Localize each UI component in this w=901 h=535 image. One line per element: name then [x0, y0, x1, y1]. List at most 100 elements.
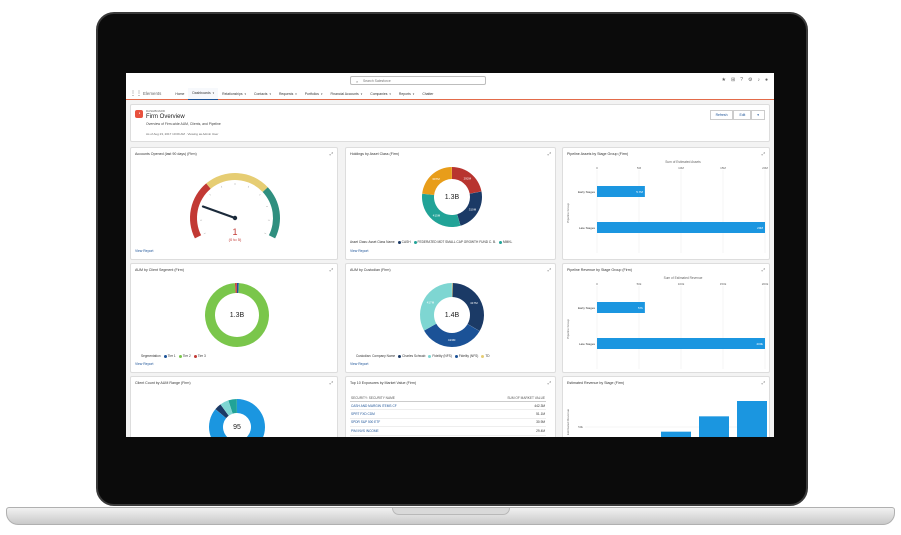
chevron-down-icon[interactable]: ▾ — [412, 91, 415, 96]
donut-slice[interactable] — [228, 399, 237, 414]
nav-tab-label: Reports — [398, 91, 411, 96]
search-icon: ⌕ — [356, 79, 359, 84]
view-report-link[interactable]: View Report — [135, 362, 154, 366]
column-header-security[interactable]: SECURITY: SECURITY NAME — [350, 394, 458, 402]
chevron-down-icon[interactable]: ▾ — [295, 91, 297, 96]
donut-slice[interactable] — [422, 193, 461, 227]
gear-icon[interactable]: ⚙ — [747, 77, 753, 83]
expand-icon[interactable]: ⤢ — [761, 151, 765, 156]
security-name-link[interactable]: CASH AND MARGIN ITEMS CF — [350, 401, 458, 411]
chevron-down-icon[interactable]: ▾ — [269, 91, 271, 96]
donut-slice[interactable] — [452, 283, 453, 298]
card-estimated-revenue: Estimated Revenue by Stage (Firm) ⤢ Esti… — [562, 376, 770, 437]
gauge-range: (0 to 5) — [229, 237, 242, 242]
nav-tab-chatter[interactable]: Chatter — [418, 88, 437, 100]
nav-tab-portfolios[interactable]: Portfolios ▾ — [301, 88, 327, 100]
expand-icon[interactable]: ⤢ — [329, 151, 333, 156]
expand-icon[interactable]: ⤢ — [329, 267, 333, 272]
dashboard-icon: ◔ — [135, 110, 143, 118]
security-name-link[interactable]: FIDELITY INVESTMENTS — [350, 435, 458, 437]
x-tick-label: 20M — [762, 166, 768, 170]
column-header-market-value[interactable]: SUM OF MARKET VALUE — [457, 394, 546, 402]
bar[interactable] — [661, 431, 691, 437]
chevron-down-icon[interactable]: ▾ — [360, 91, 363, 96]
app-launcher-icon[interactable]: ⋮⋮ — [130, 91, 142, 97]
chevron-down-icon[interactable]: ▾ — [320, 91, 323, 96]
bar[interactable] — [597, 222, 765, 233]
card-accounts-opened: Accounts Opened (last 90 days) (Firm) ⤢ … — [130, 147, 338, 260]
donut-slice[interactable] — [209, 399, 265, 437]
donut-slice[interactable] — [422, 167, 452, 195]
view-report-link[interactable]: View Report — [350, 362, 369, 366]
page-title: Firm Overview — [146, 114, 185, 120]
nav-tab-reports[interactable]: Reports ▾ — [395, 88, 418, 100]
refresh-button[interactable]: Refresh — [709, 110, 734, 120]
expand-icon[interactable]: ⤢ — [547, 267, 551, 272]
nav-tab-label: Companies — [370, 91, 388, 96]
x-tick-label: 0 — [596, 282, 598, 286]
donut-slice[interactable] — [452, 167, 482, 194]
bar[interactable] — [597, 302, 645, 313]
donut-slice[interactable] — [424, 323, 480, 347]
nav-tab-dashboards[interactable]: Dashboards ▾ — [188, 87, 219, 100]
bar[interactable] — [597, 338, 765, 349]
security-name-link[interactable]: SPRT FXD CDM — [350, 409, 458, 419]
chevron-down-icon[interactable]: ▾ — [244, 91, 247, 96]
expand-icon[interactable]: ⤢ — [329, 380, 333, 385]
expand-icon[interactable]: ⤢ — [761, 380, 765, 385]
security-name-link[interactable]: SPDR S&P 500 ETF — [350, 418, 458, 428]
security-name-link[interactable]: PIM INVS INCOME — [350, 426, 458, 436]
donut-slice[interactable] — [205, 283, 269, 347]
avatar[interactable]: ● — [764, 77, 768, 83]
nav-tab-contacts[interactable]: Contacts ▾ — [250, 88, 275, 100]
add-icon[interactable]: ⊞ — [731, 77, 736, 83]
search-input[interactable]: ⌕ Search Salesforce — [350, 76, 486, 85]
help-icon[interactable]: ? — [740, 77, 743, 83]
chevron-down-icon[interactable]: ▾ — [389, 91, 391, 96]
slice-label: 307M — [432, 177, 440, 181]
donut-slice[interactable] — [420, 283, 452, 331]
card-aum-custodian: AUM by Custodian (Firm) ⤢ 417M 423M 417M 1.… — [345, 263, 556, 373]
donut-slice[interactable] — [452, 283, 484, 332]
slice-label: 292M — [464, 177, 472, 181]
expand-icon[interactable]: ⤢ — [547, 151, 551, 156]
donut-center-label: 1.3B — [230, 312, 245, 319]
x-tick-label: 15M — [720, 166, 726, 170]
donut-slice[interactable] — [237, 283, 239, 294]
view-report-link[interactable]: View Report — [350, 249, 369, 253]
nav-tab-requests[interactable]: Requests ▾ — [275, 88, 301, 100]
gauge-band — [206, 173, 268, 192]
favorites-icon[interactable]: ★ — [721, 77, 726, 83]
card-aum-client-segment: AUM by Client Segment (Firm) ⤢ 1.3B Segm… — [130, 263, 338, 373]
expand-icon[interactable]: ⤢ — [761, 267, 765, 272]
donut-slice[interactable] — [457, 191, 482, 226]
donut-slice[interactable] — [220, 400, 233, 416]
view-report-link[interactable]: View Report — [135, 249, 154, 253]
expand-icon[interactable]: ⤢ — [547, 380, 551, 385]
edit-button[interactable]: Edit — [733, 110, 752, 120]
nav-tab-financial-accounts[interactable]: Financial Accounts ▾ — [326, 88, 366, 100]
donut-center-label: 95 — [233, 424, 241, 431]
nav-tab-label: Home — [175, 91, 185, 96]
bell-icon[interactable]: ♪ — [757, 77, 760, 83]
gauge-tick — [209, 193, 212, 196]
bar[interactable] — [699, 416, 729, 437]
chevron-down-icon[interactable]: ▾ — [212, 91, 215, 95]
nav-tab-home[interactable]: Home — [171, 88, 188, 100]
slice-label: 310M — [469, 208, 477, 212]
slice-label: 423M — [448, 338, 456, 342]
legend-item: CASH — [397, 240, 411, 244]
card-title: AUM by Custodian (Firm) — [350, 268, 391, 272]
nav-tab-relationships[interactable]: Relationships ▾ — [218, 88, 250, 100]
donut-slice[interactable] — [234, 283, 237, 294]
legend-item: TD — [481, 354, 490, 358]
bar[interactable] — [737, 401, 767, 437]
legend-item: FEDERATED MDT SMALL CAP GROWTH FUND C. B… — [413, 240, 496, 244]
nav-tab-companies[interactable]: Companies ▾ — [366, 88, 395, 100]
legend-item: Tier 2 — [178, 354, 191, 358]
donut-slice[interactable] — [215, 404, 229, 419]
card-holdings: Holdings by Asset Class (Firm) ⤢ 292M 310… — [345, 147, 556, 260]
search-placeholder: Search Salesforce — [363, 78, 391, 83]
bar[interactable] — [597, 186, 645, 197]
more-actions-button[interactable]: ▾ — [751, 110, 765, 120]
